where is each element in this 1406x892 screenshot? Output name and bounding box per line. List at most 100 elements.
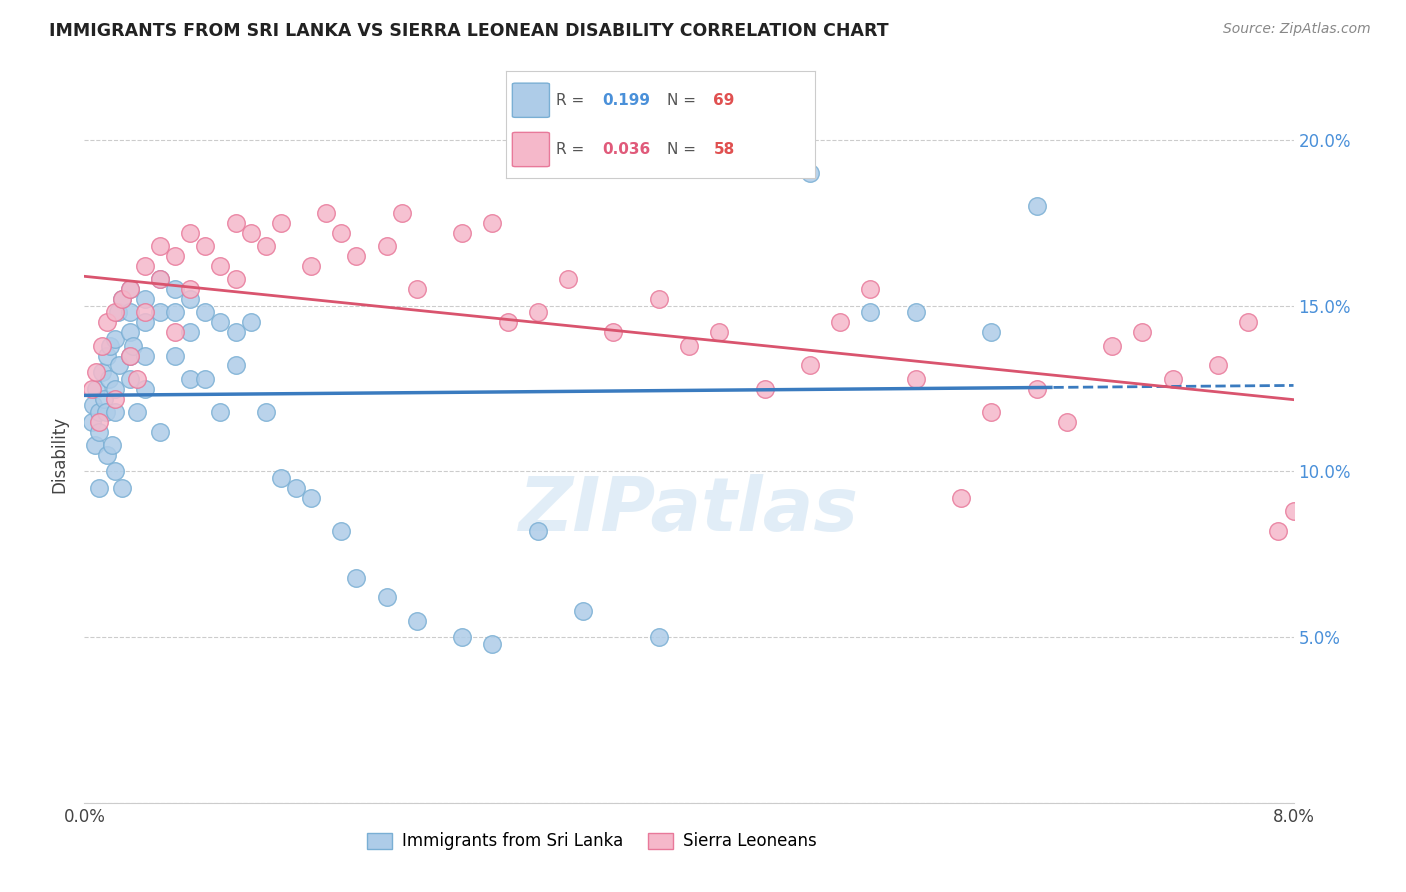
FancyBboxPatch shape bbox=[512, 132, 550, 167]
Point bbox=[1056, 415, 1078, 429]
Point bbox=[194, 372, 217, 386]
Point bbox=[527, 305, 550, 319]
Point bbox=[111, 292, 134, 306]
Point bbox=[127, 405, 149, 419]
Text: R =: R = bbox=[555, 93, 589, 108]
Point bbox=[648, 630, 671, 644]
Point bbox=[86, 365, 108, 379]
Point bbox=[194, 239, 217, 253]
Point bbox=[165, 326, 187, 340]
Point bbox=[134, 349, 156, 363]
Point bbox=[165, 282, 187, 296]
Text: 0.199: 0.199 bbox=[602, 93, 650, 108]
Point bbox=[709, 117, 731, 131]
Point bbox=[270, 216, 292, 230]
Point bbox=[84, 438, 107, 452]
Point bbox=[346, 570, 368, 584]
Point bbox=[709, 326, 731, 340]
Point bbox=[149, 272, 172, 286]
Point bbox=[96, 448, 118, 462]
Point bbox=[179, 292, 201, 306]
Point bbox=[104, 382, 127, 396]
Point bbox=[89, 415, 111, 429]
Point bbox=[89, 481, 111, 495]
Point bbox=[950, 491, 973, 505]
Point bbox=[94, 405, 117, 419]
Point bbox=[330, 226, 353, 240]
Point bbox=[96, 315, 118, 329]
Point bbox=[111, 481, 134, 495]
Point bbox=[80, 382, 103, 396]
Point bbox=[104, 465, 127, 479]
Point bbox=[194, 305, 217, 319]
Point bbox=[904, 305, 927, 319]
Point bbox=[1237, 315, 1260, 329]
Text: Source: ZipAtlas.com: Source: ZipAtlas.com bbox=[1223, 22, 1371, 37]
Point bbox=[127, 372, 149, 386]
Point bbox=[285, 481, 308, 495]
Point bbox=[165, 305, 187, 319]
Text: 69: 69 bbox=[713, 93, 735, 108]
Point bbox=[225, 359, 247, 373]
Text: IMMIGRANTS FROM SRI LANKA VS SIERRA LEONEAN DISABILITY CORRELATION CHART: IMMIGRANTS FROM SRI LANKA VS SIERRA LEON… bbox=[49, 22, 889, 40]
Point bbox=[980, 326, 1002, 340]
Point bbox=[165, 349, 187, 363]
Point bbox=[108, 359, 131, 373]
Point bbox=[859, 282, 882, 296]
Point bbox=[209, 259, 232, 273]
Point bbox=[149, 272, 172, 286]
Point bbox=[496, 315, 519, 329]
Point bbox=[254, 405, 277, 419]
Point bbox=[799, 166, 821, 180]
Point bbox=[91, 365, 114, 379]
Point bbox=[209, 315, 232, 329]
Point bbox=[118, 282, 141, 296]
Point bbox=[118, 349, 141, 363]
Point bbox=[239, 226, 262, 240]
Point bbox=[104, 405, 127, 419]
Point bbox=[165, 249, 187, 263]
Point bbox=[904, 372, 927, 386]
Point bbox=[225, 216, 247, 230]
Point bbox=[225, 326, 247, 340]
Point bbox=[754, 382, 776, 396]
Point bbox=[375, 591, 398, 605]
Point bbox=[346, 249, 368, 263]
Point bbox=[330, 524, 353, 538]
Point bbox=[118, 372, 141, 386]
Point bbox=[254, 239, 277, 253]
Point bbox=[118, 326, 141, 340]
Point bbox=[572, 604, 595, 618]
Point bbox=[648, 292, 671, 306]
Point bbox=[93, 392, 115, 406]
Point bbox=[299, 491, 322, 505]
Point bbox=[111, 292, 134, 306]
Text: 58: 58 bbox=[713, 142, 735, 157]
Point bbox=[96, 349, 118, 363]
Text: R =: R = bbox=[555, 142, 589, 157]
Point bbox=[830, 315, 852, 329]
Point bbox=[481, 637, 503, 651]
Point bbox=[375, 239, 398, 253]
Point bbox=[100, 438, 122, 452]
Point bbox=[118, 305, 141, 319]
Point bbox=[1101, 338, 1123, 352]
Point bbox=[391, 206, 413, 220]
Point bbox=[270, 471, 292, 485]
Point bbox=[104, 332, 127, 346]
Point bbox=[239, 315, 262, 329]
Point bbox=[406, 282, 429, 296]
Point bbox=[451, 630, 474, 644]
Text: ZIPatlas: ZIPatlas bbox=[519, 474, 859, 547]
Point bbox=[104, 305, 127, 319]
Point bbox=[1206, 359, 1229, 373]
Text: 0.036: 0.036 bbox=[602, 142, 651, 157]
Point bbox=[527, 524, 550, 538]
Legend: Immigrants from Sri Lanka, Sierra Leoneans: Immigrants from Sri Lanka, Sierra Leonea… bbox=[360, 826, 824, 857]
Point bbox=[149, 239, 172, 253]
Point bbox=[134, 292, 156, 306]
Point bbox=[118, 282, 141, 296]
Point bbox=[149, 305, 172, 319]
Point bbox=[134, 382, 156, 396]
Point bbox=[859, 305, 882, 319]
